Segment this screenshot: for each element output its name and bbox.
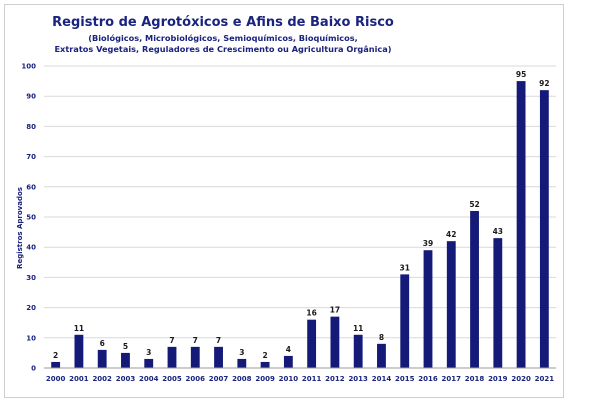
bar-value-label-2003: 5: [123, 342, 128, 351]
x-tick-label-2004: 2004: [139, 375, 159, 383]
x-tick-label-2011: 2011: [302, 375, 322, 383]
bar-2018: [470, 210, 479, 368]
bar-value-label-2007: 7: [216, 336, 221, 345]
x-tick-label-2017: 2017: [442, 375, 462, 383]
y-tick-label: 50: [26, 214, 36, 222]
bar-2011: [307, 319, 317, 368]
bar-value-label-2020: 95: [516, 70, 526, 79]
x-tick-label-2006: 2006: [186, 375, 206, 383]
y-tick-label: 100: [21, 63, 36, 71]
bar-2014: [377, 343, 386, 368]
chart-subtitle: (Biológicos, Microbiológicos, Semioquími…: [6, 33, 440, 55]
bar-value-label-2009: 2: [262, 351, 267, 360]
x-tick-label-2012: 2012: [325, 375, 345, 383]
bar-value-label-2011: 16: [306, 309, 316, 318]
x-tick-label-2010: 2010: [279, 375, 299, 383]
bar-2004: [144, 358, 154, 368]
x-tick-label-2014: 2014: [372, 375, 392, 383]
bar-value-label-2016: 39: [423, 239, 433, 248]
bar-2012: [330, 316, 340, 368]
y-tick-label: 0: [31, 365, 36, 373]
chart-header: Registro de Agrotóxicos e Afins de Baixo…: [6, 14, 440, 55]
bar-value-label-2010: 4: [286, 345, 291, 354]
y-tick-label: 90: [26, 93, 36, 101]
bar-2020: [516, 81, 526, 368]
x-tick-label-2002: 2002: [92, 375, 112, 383]
x-tick-label-2015: 2015: [395, 375, 415, 383]
bar-2002: [97, 349, 107, 368]
x-tick-label-2001: 2001: [69, 375, 89, 383]
x-tick-label-2005: 2005: [162, 375, 182, 383]
y-tick-label: 60: [26, 183, 36, 191]
x-tick-label-2007: 2007: [209, 375, 229, 383]
bar-2006: [190, 346, 200, 368]
x-tick-label-2009: 2009: [255, 375, 275, 383]
x-tick-label-2019: 2019: [488, 375, 508, 383]
y-tick-label: 80: [26, 123, 36, 131]
x-axis-ticks: 2000 2001 2002 2003 2004 2005 2006 2007 2008 2009…: [46, 375, 554, 383]
bar-value-label-2012: 17: [330, 306, 340, 315]
bar-value-label-2018: 52: [469, 200, 479, 209]
y-axis-ticks: 0 10 20 30 40 50 60 70 80 90 100: [21, 63, 36, 373]
bar-value-label-2015: 31: [400, 263, 410, 272]
y-tick-label: 20: [26, 304, 36, 312]
x-tick-label-2008: 2008: [232, 375, 252, 383]
bar-value-label-2006: 7: [193, 336, 198, 345]
chart-subtitle-line-1: (Biológicos, Microbiológicos, Semioquími…: [88, 33, 358, 43]
bar-2000: [51, 361, 61, 368]
bar-value-label-2008: 3: [239, 348, 244, 357]
x-tick-label-2021: 2021: [535, 375, 555, 383]
bar-value-label-2005: 7: [169, 336, 174, 345]
x-tick-label-2013: 2013: [348, 375, 368, 383]
bar-value-label-2014: 8: [379, 333, 384, 342]
bar-2010: [283, 355, 293, 368]
bar-2009: [260, 361, 270, 368]
bar-value-label-2000: 2: [53, 351, 58, 360]
chart-subtitle-line-2: Extratos Vegetais, Reguladores de Cresci…: [54, 44, 392, 54]
bar-value-label-2004: 3: [146, 348, 151, 357]
chart-title: Registro de Agrotóxicos e Afins de Baixo…: [52, 15, 394, 30]
bar-2013: [353, 334, 363, 368]
bar-value-label-2001: 11: [74, 324, 84, 333]
x-tick-label-2000: 2000: [46, 375, 66, 383]
x-tick-label-2018: 2018: [465, 375, 485, 383]
bar-2021: [539, 90, 549, 368]
bar-2005: [167, 346, 177, 368]
x-tick-label-2020: 2020: [511, 375, 531, 383]
y-tick-label: 30: [26, 274, 36, 282]
bar-2001: [74, 334, 84, 368]
x-tick-label-2003: 2003: [116, 375, 136, 383]
bar-value-label-2013: 11: [353, 324, 363, 333]
bar-2003: [121, 352, 130, 368]
bar-2008: [237, 358, 247, 368]
gridlines: [44, 65, 556, 339]
x-tick-label-2016: 2016: [418, 375, 438, 383]
bar-2016: [423, 250, 433, 368]
bar-value-label-2017: 42: [446, 230, 456, 239]
y-tick-label: 10: [26, 334, 36, 342]
bar-2017: [446, 241, 456, 368]
bar-value-label-2019: 43: [493, 227, 503, 236]
bars: [51, 81, 549, 368]
y-tick-label: 40: [26, 244, 36, 252]
bar-2007: [214, 346, 223, 368]
bar-value-label-2002: 6: [100, 339, 105, 348]
y-axis-label: Registros Aprovados: [16, 187, 24, 269]
bar-2015: [400, 274, 410, 368]
y-tick-label: 70: [26, 153, 36, 161]
bar-value-labels: 2 11 6 5 3 7 7 7 3 2 4 16 17 11 8 31 39 42 52 43 95 92: [53, 70, 550, 360]
bar-value-label-2021: 92: [539, 79, 549, 88]
bar-2019: [493, 238, 503, 368]
